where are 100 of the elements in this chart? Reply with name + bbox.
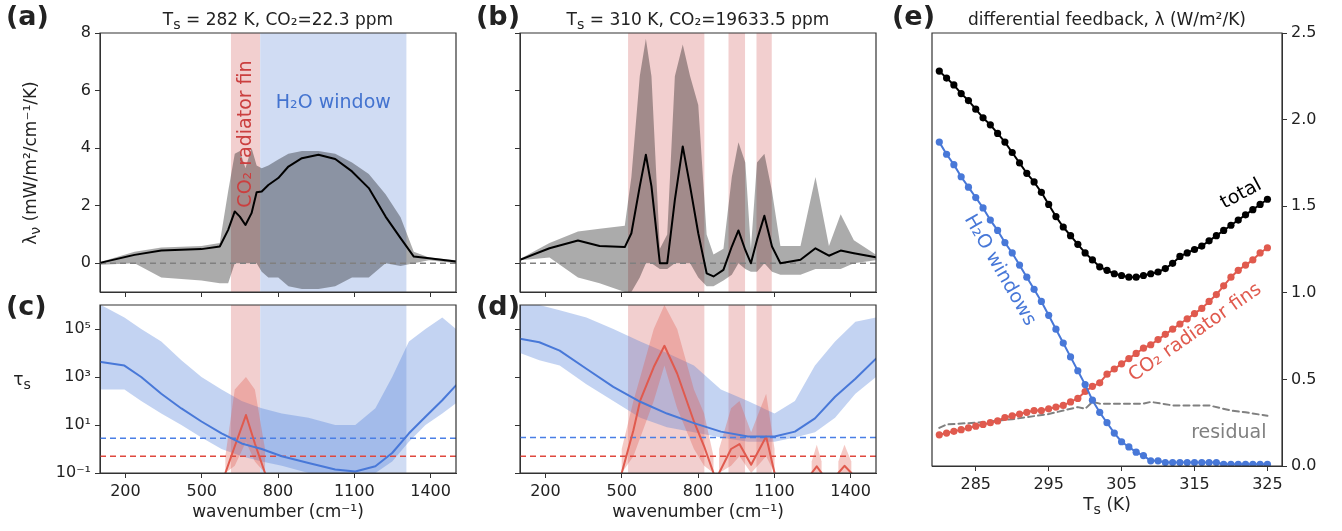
point <box>1081 249 1089 257</box>
point <box>1176 252 1184 261</box>
point <box>1052 403 1060 411</box>
point <box>1074 240 1082 248</box>
point <box>1139 452 1148 460</box>
point <box>1117 360 1126 368</box>
point <box>1169 458 1177 466</box>
point <box>1190 458 1199 466</box>
point <box>1096 379 1104 387</box>
point <box>1001 238 1009 247</box>
point <box>1052 325 1060 333</box>
point <box>1154 335 1162 344</box>
x-tick-label: 1100 <box>333 480 375 500</box>
y-tick-label: 1.5 <box>1291 195 1317 215</box>
y-tick-label: 10⁻¹ <box>55 462 91 482</box>
point <box>950 161 958 169</box>
point <box>1161 458 1169 466</box>
point <box>1132 448 1140 456</box>
point <box>957 173 965 181</box>
point <box>1081 381 1089 389</box>
y-tick-label: 10³ <box>64 366 91 386</box>
point <box>1008 148 1016 157</box>
y-tick-label: 2.5 <box>1291 22 1317 42</box>
y-tick-label: 0.5 <box>1291 368 1317 388</box>
text: (e) <box>892 0 935 31</box>
x-tick-label: 285 <box>960 473 992 493</box>
x-tick-label: 500 <box>186 480 217 500</box>
x-tick-label: 1100 <box>753 480 795 500</box>
y-tick-label: 4 <box>80 137 91 157</box>
band-label: H₂O window <box>275 89 391 112</box>
point <box>1103 419 1111 427</box>
point <box>994 417 1002 425</box>
point <box>1059 339 1067 347</box>
chart-title: T$_{s}$ = 310 K, CO₂=19633.5 ppm <box>566 9 830 33</box>
point <box>1045 405 1053 413</box>
point <box>1103 266 1111 274</box>
point <box>1212 458 1220 466</box>
y-tick-label: 6 <box>80 79 91 99</box>
x-tick-label: 305 <box>1106 473 1137 493</box>
series-label: residual <box>1191 420 1267 443</box>
point <box>1037 406 1045 415</box>
point <box>1132 273 1140 281</box>
point <box>1220 282 1228 290</box>
point <box>964 96 973 105</box>
point <box>1037 297 1045 306</box>
point <box>986 121 994 129</box>
x-tick-label: 295 <box>1033 473 1064 493</box>
point <box>1110 365 1118 373</box>
point <box>1263 195 1272 203</box>
point <box>1088 256 1097 264</box>
point <box>1139 344 1148 352</box>
point <box>972 422 980 430</box>
x-axis-title: wavenumber (cm⁻¹) <box>192 501 364 521</box>
point <box>1125 273 1133 281</box>
point <box>935 138 943 146</box>
point <box>1234 266 1242 274</box>
point <box>986 419 994 427</box>
point <box>979 204 987 212</box>
point <box>1227 221 1235 229</box>
point <box>950 427 958 435</box>
x-tick-label: 800 <box>682 480 714 500</box>
point <box>1147 341 1155 349</box>
point <box>1088 396 1097 404</box>
point <box>1234 216 1242 224</box>
point <box>957 426 965 434</box>
x-tick-label: 200 <box>110 480 141 500</box>
point <box>979 114 987 122</box>
y-tick-label: 0 <box>80 252 91 272</box>
text: (c) <box>6 290 47 321</box>
point <box>935 67 943 75</box>
point <box>1045 200 1053 209</box>
point <box>1015 410 1024 418</box>
y-tick-label: 0.0 <box>1291 455 1317 475</box>
point <box>957 90 965 98</box>
point <box>1176 458 1184 466</box>
point <box>1241 261 1250 269</box>
point <box>1001 413 1009 422</box>
text: total <box>1215 172 1265 213</box>
y-tick-label: 1.0 <box>1291 281 1317 301</box>
point <box>1117 271 1126 280</box>
point <box>1052 212 1060 221</box>
point <box>1023 169 1031 177</box>
point <box>1059 401 1067 409</box>
text: (d) <box>476 290 521 321</box>
point <box>1147 457 1155 465</box>
point <box>994 129 1002 138</box>
band-label: CO₂ radiator fin <box>232 60 255 208</box>
point <box>1227 460 1235 466</box>
point <box>979 420 987 429</box>
point <box>1263 244 1272 252</box>
x-tick-label: 1400 <box>410 480 451 500</box>
x-tick-label: 315 <box>1179 473 1210 493</box>
point <box>1110 270 1118 278</box>
point <box>1198 458 1206 466</box>
point <box>1249 256 1257 264</box>
x-tick-label: 500 <box>606 480 637 500</box>
point <box>1103 370 1111 378</box>
point <box>1205 297 1213 306</box>
x-tick-label: 325 <box>1252 473 1283 493</box>
point <box>942 74 951 82</box>
